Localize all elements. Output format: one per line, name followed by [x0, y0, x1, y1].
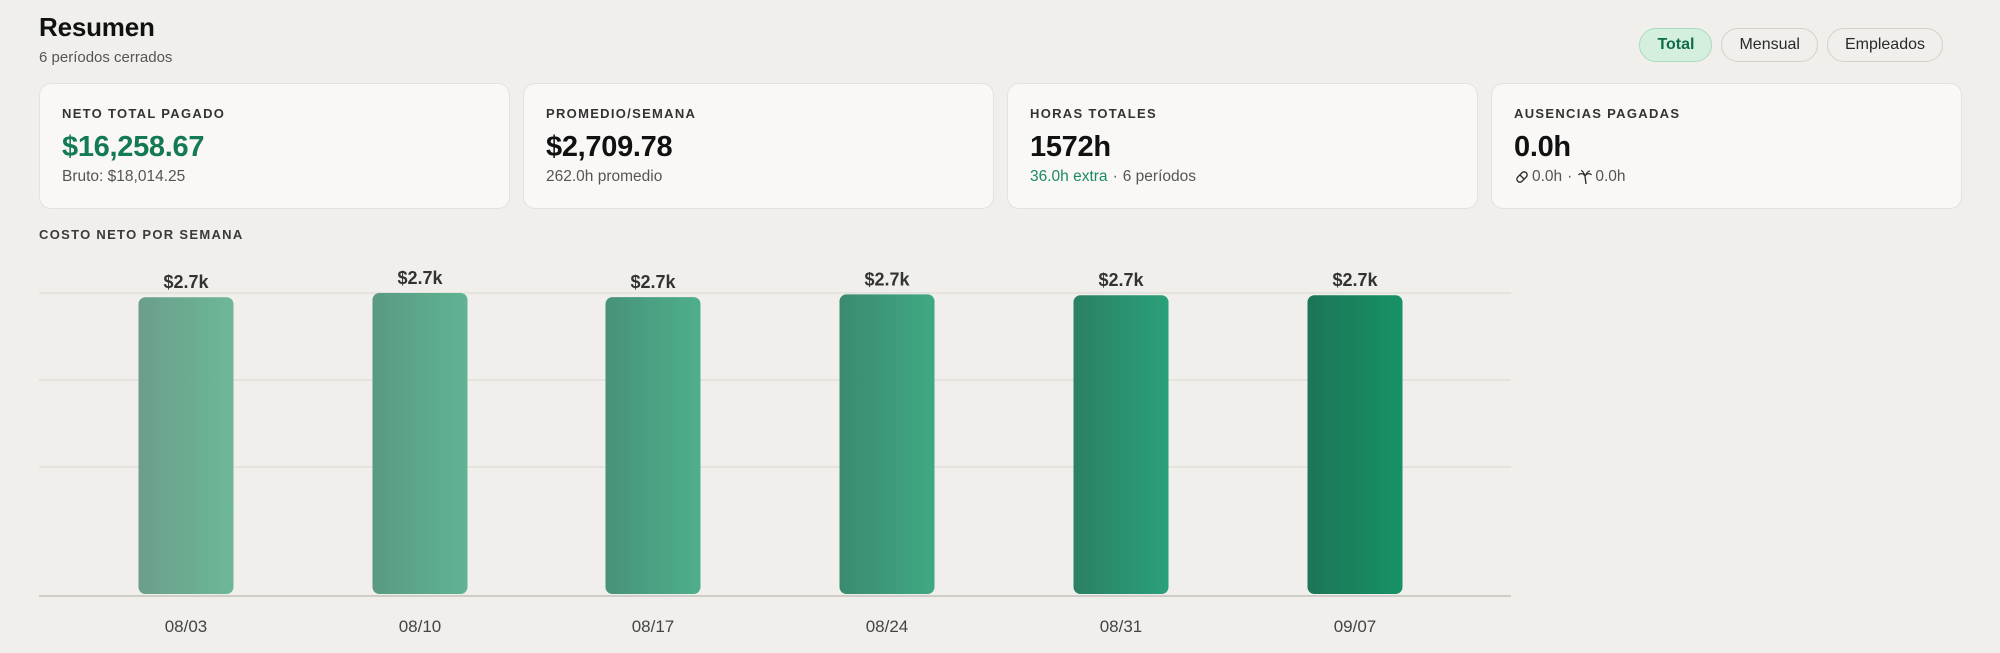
card-label: NETO TOTAL PAGADO [62, 106, 226, 121]
x-tick-label: 08/31 [1100, 617, 1143, 636]
chart-labels: $2.7k 08/03 $2.7k 08/10 $2.7k 08/17 $2.7k 08/24… [163, 268, 1378, 636]
chart-title: COSTO NETO POR SEMANA [39, 227, 244, 242]
page-subtitle: 6 períodos cerrados [39, 49, 173, 66]
bar-value-label: $2.7k [1098, 270, 1144, 290]
chart-grid [39, 292, 1511, 597]
card-value: $2,709.78 [546, 131, 673, 163]
bar-08-31[interactable] [1073, 295, 1169, 594]
page-header: Resumen 6 períodos cerrados [39, 12, 172, 66]
card-net-total: NETO TOTAL PAGADO $16,258.67 Bruto: $18,… [39, 83, 510, 209]
vacation-hours: 0.0h [1595, 168, 1626, 185]
card-total-hours: HORAS TOTALES 1572h 36.0h extra · 6 perí… [1007, 83, 1478, 209]
bar-08-10[interactable] [372, 293, 468, 594]
tab-total[interactable]: Total [1639, 28, 1713, 62]
summary-cards: NETO TOTAL PAGADO $16,258.67 Bruto: $18,… [39, 83, 1962, 209]
x-tick-label: 08/10 [399, 617, 442, 636]
x-tick-label: 09/07 [1334, 617, 1377, 636]
palm-tree-icon [1578, 169, 1593, 185]
separator: · [1112, 168, 1118, 185]
bar-value-label: $2.7k [864, 269, 910, 289]
bar-08-24[interactable] [839, 294, 935, 594]
bar-09-07[interactable] [1307, 295, 1403, 594]
card-paid-absences: AUSENCIAS PAGADAS 0.0h 0.0h · 0.0h [1491, 83, 1962, 209]
card-weekly-average: PROMEDIO/SEMANA $2,709.78 262.0h promedi… [523, 83, 994, 209]
bar-value-label: $2.7k [397, 268, 443, 288]
separator: · [1567, 168, 1573, 185]
card-value: $16,258.67 [62, 131, 205, 163]
period-count: 6 períodos [1122, 168, 1196, 185]
card-sub: 0.0h · 0.0h [1514, 168, 1939, 186]
x-tick-label: 08/03 [165, 617, 208, 636]
card-sub: 262.0h promedio [546, 168, 663, 185]
x-tick-label: 08/17 [632, 617, 675, 636]
chart-bars [138, 293, 1403, 594]
card-value: 1572h [1030, 131, 1111, 163]
card-label: AUSENCIAS PAGADAS [1514, 106, 1681, 121]
card-value: 0.0h [1514, 131, 1571, 163]
pill-icon [1516, 171, 1528, 183]
tab-empleados[interactable]: Empleados [1826, 28, 1943, 62]
overtime-hours: 36.0h extra [1030, 168, 1108, 185]
card-label: PROMEDIO/SEMANA [546, 106, 697, 121]
tab-mensual[interactable]: Mensual [1721, 28, 1818, 62]
page-title: Resumen [39, 12, 155, 42]
bar-value-label: $2.7k [630, 272, 676, 292]
bar-value-label: $2.7k [163, 272, 209, 292]
bar-08-17[interactable] [605, 297, 701, 594]
sick-hours: 0.0h [1532, 168, 1563, 185]
card-sub: 36.0h extra · 6 períodos [1030, 168, 1455, 186]
x-tick-label: 08/24 [866, 617, 909, 636]
card-label: HORAS TOTALES [1030, 106, 1157, 121]
bar-value-label: $2.7k [1332, 270, 1378, 290]
bar-08-03[interactable] [138, 297, 234, 594]
card-sub: Bruto: $18,014.25 [62, 168, 186, 185]
view-tabs: Total Mensual Empleados [1639, 28, 1943, 62]
